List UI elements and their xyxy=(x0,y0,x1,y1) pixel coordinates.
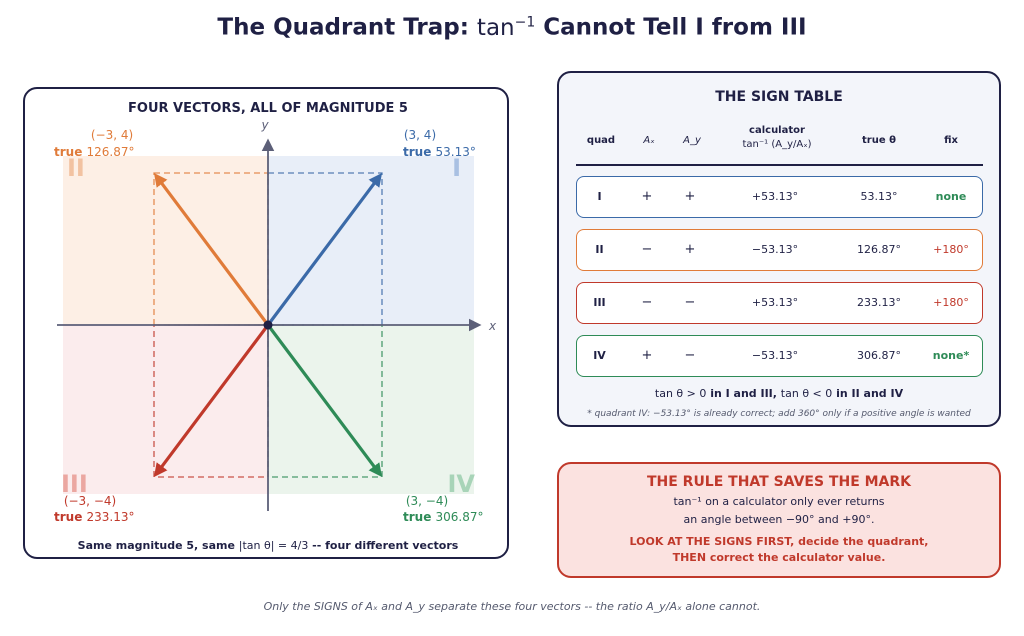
cell-fix: none xyxy=(935,190,967,203)
sign-row-III: III − − +53.13° 233.13° +180° xyxy=(576,282,983,324)
rule-emphasis-line-1: LOOK AT THE SIGNS FIRST, decide the quad… xyxy=(629,535,929,548)
cell-quad: IV xyxy=(593,349,606,362)
vector-II xyxy=(153,172,270,327)
page-title: The Quadrant Trap: tan−1 Cannot Tell I f… xyxy=(0,14,1024,41)
vector-I-coord: (3, 4) xyxy=(404,128,436,142)
sign-table-panel: THE SIGN TABLE quad Aₓ A_y calculator ta… xyxy=(557,71,1001,427)
cell-ay: + xyxy=(684,189,696,204)
cell-ax: + xyxy=(641,189,653,204)
y-axis-label: y xyxy=(260,118,269,132)
sign-table-note: * quadrant IV: −53.13° is already correc… xyxy=(587,409,971,419)
sign-table-title: THE SIGN TABLE xyxy=(715,89,843,105)
quadrant-IV-numeral: IV xyxy=(447,470,475,498)
header-ay: A_y xyxy=(683,135,701,146)
cell-ax: − xyxy=(641,242,653,257)
cell-calc: +53.13° xyxy=(751,190,799,203)
title-math: tan−1 xyxy=(476,14,536,41)
cell-true: 53.13° xyxy=(860,190,898,203)
angle-value: 126.87° xyxy=(87,145,135,159)
rule-emphasis-line-2: THEN correct the calculator value. xyxy=(672,551,886,564)
cell-quad: I xyxy=(597,190,602,203)
vector-IV-coord: (3, −4) xyxy=(406,494,448,508)
true-word: true xyxy=(403,510,436,524)
rule-line-1: tan⁻¹ on a calculator only ever returns xyxy=(673,495,885,508)
header-calculator: calculator tan⁻¹ (A_y/Aₓ) xyxy=(722,125,832,150)
x-axis-label: x xyxy=(488,319,497,333)
vector-III-coord: (−3, −4) xyxy=(64,494,116,508)
cell-ax: − xyxy=(641,295,653,310)
footer-part-b: in I and III, xyxy=(706,387,781,400)
angle-value: 233.13° xyxy=(87,510,135,524)
quadrant-III-fill xyxy=(63,325,268,494)
true-word: true xyxy=(54,510,87,524)
origin-dot xyxy=(263,320,273,330)
title-math-exp: −1 xyxy=(514,14,536,30)
header-divider xyxy=(576,164,983,166)
vector-I-true-angle: true 53.13° xyxy=(403,145,476,159)
angle-value: 306.87° xyxy=(436,510,484,524)
footer-part-d: in II and IV xyxy=(832,387,904,400)
rule-line-2: an angle between −90° and +90°. xyxy=(683,513,875,526)
cell-fix: +180° xyxy=(933,296,969,309)
vector-IV xyxy=(266,323,383,478)
cell-true: 233.13° xyxy=(857,296,901,309)
vector-II-true-angle: true 126.87° xyxy=(54,145,135,159)
rule-panel: THE RULE THAT SAVES THE MARK tan⁻¹ on a … xyxy=(557,462,1001,578)
header-quad: quad xyxy=(586,135,616,146)
vector-II-coord: (−3, 4) xyxy=(91,128,133,142)
bottom-caption: Only the SIGNS of Aₓ and A_y separate th… xyxy=(263,600,761,613)
quadrant-I-numeral: I xyxy=(452,154,461,182)
cell-ay: + xyxy=(684,242,696,257)
true-word: true xyxy=(403,145,436,159)
cell-ay: − xyxy=(684,295,696,310)
header-calc-line2: tan⁻¹ (A_y/Aₓ) xyxy=(742,139,812,150)
quadrant-II-numeral: II xyxy=(67,154,85,182)
cell-ax: + xyxy=(641,348,653,363)
cell-calc: −53.13° xyxy=(751,349,799,362)
caption-suffix: -- four different vectors xyxy=(308,539,458,552)
cell-quad: III xyxy=(593,296,606,309)
sign-table-footer: tan θ > 0 in I and III, tan θ < 0 in II … xyxy=(559,387,999,400)
cell-ay: − xyxy=(684,348,696,363)
angle-value: 53.13° xyxy=(436,145,476,159)
sign-row-II: II − + −53.13° 126.87° +180° xyxy=(576,229,983,271)
vector-III-true-angle: true 233.13° xyxy=(54,510,135,524)
diagram-title: FOUR VECTORS, ALL OF MAGNITUDE 5 xyxy=(128,101,408,116)
vector-III xyxy=(153,323,270,478)
vector-IV-true-angle: true 306.87° xyxy=(403,510,484,524)
cell-calc: −53.13° xyxy=(751,243,799,256)
cell-true: 126.87° xyxy=(857,243,901,256)
sign-row-I: I + + +53.13° 53.13° none xyxy=(576,176,983,218)
cell-fix: none* xyxy=(932,349,970,362)
true-word: true xyxy=(54,145,87,159)
rule-emphasis: LOOK AT THE SIGNS FIRST, decide the quad… xyxy=(559,534,999,566)
vector-I xyxy=(266,172,383,327)
header-true: true θ xyxy=(862,135,896,146)
sign-row-IV: IV + − −53.13° 306.87° none* xyxy=(576,335,983,377)
quadrant-III-numeral: III xyxy=(61,470,88,498)
cell-quad: II xyxy=(595,243,604,256)
quadrant-IV-fill xyxy=(268,325,474,494)
title-suffix: Cannot Tell I from III xyxy=(535,14,807,41)
title-prefix: The Quadrant Trap: xyxy=(217,14,477,41)
title-math-func: tan xyxy=(476,14,515,41)
footer-part-c: tan θ < 0 xyxy=(780,387,833,400)
diagram-caption: Same magnitude 5, same |tan θ| = 4/3 -- … xyxy=(78,539,459,552)
rule-title: THE RULE THAT SAVES THE MARK xyxy=(646,474,912,490)
quadrant-II-fill xyxy=(63,156,268,325)
caption-prefix: Same magnitude 5, same xyxy=(78,539,239,552)
footer-part-a: tan θ > 0 xyxy=(654,387,707,400)
header-ax: Aₓ xyxy=(643,135,655,146)
cell-fix: +180° xyxy=(933,243,969,256)
cell-true: 306.87° xyxy=(857,349,901,362)
vector-diagram-panel: FOUR VECTORS, ALL OF MAGNITUDE 5 I II III I… xyxy=(23,87,509,559)
header-fix: fix xyxy=(944,135,958,146)
quadrant-I-fill xyxy=(268,156,474,325)
header-calc-line1: calculator xyxy=(749,125,805,136)
cell-calc: +53.13° xyxy=(751,296,799,309)
caption-math: |tan θ| = 4/3 xyxy=(239,539,309,552)
